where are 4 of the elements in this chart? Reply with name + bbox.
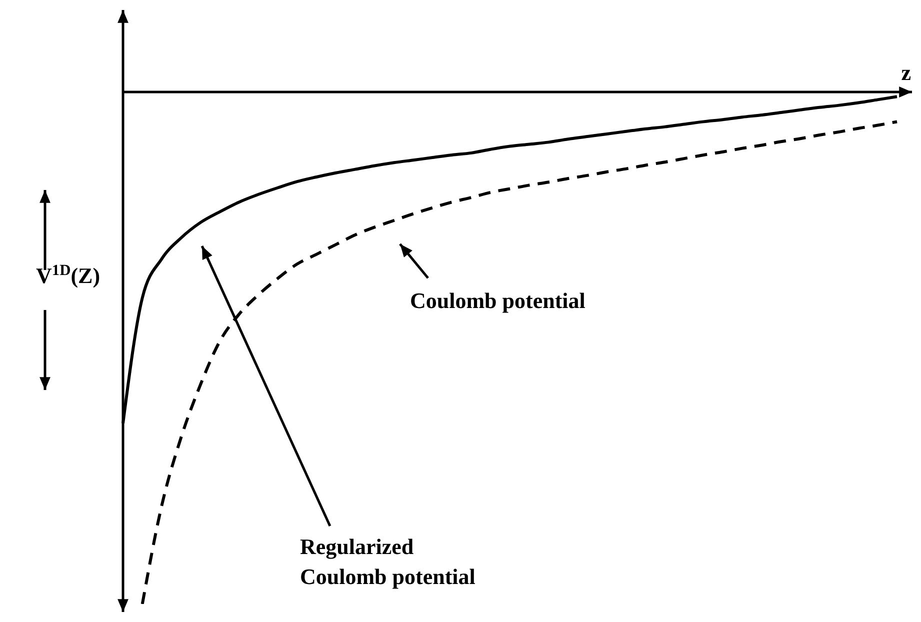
- annotation: Regularized Coulomb potential: [300, 534, 476, 589]
- annotation: Coulomb potential: [410, 288, 586, 313]
- y-axis-title: V$^{1D}$(Z): [36, 262, 100, 288]
- x-axis-title: z: [901, 60, 912, 85]
